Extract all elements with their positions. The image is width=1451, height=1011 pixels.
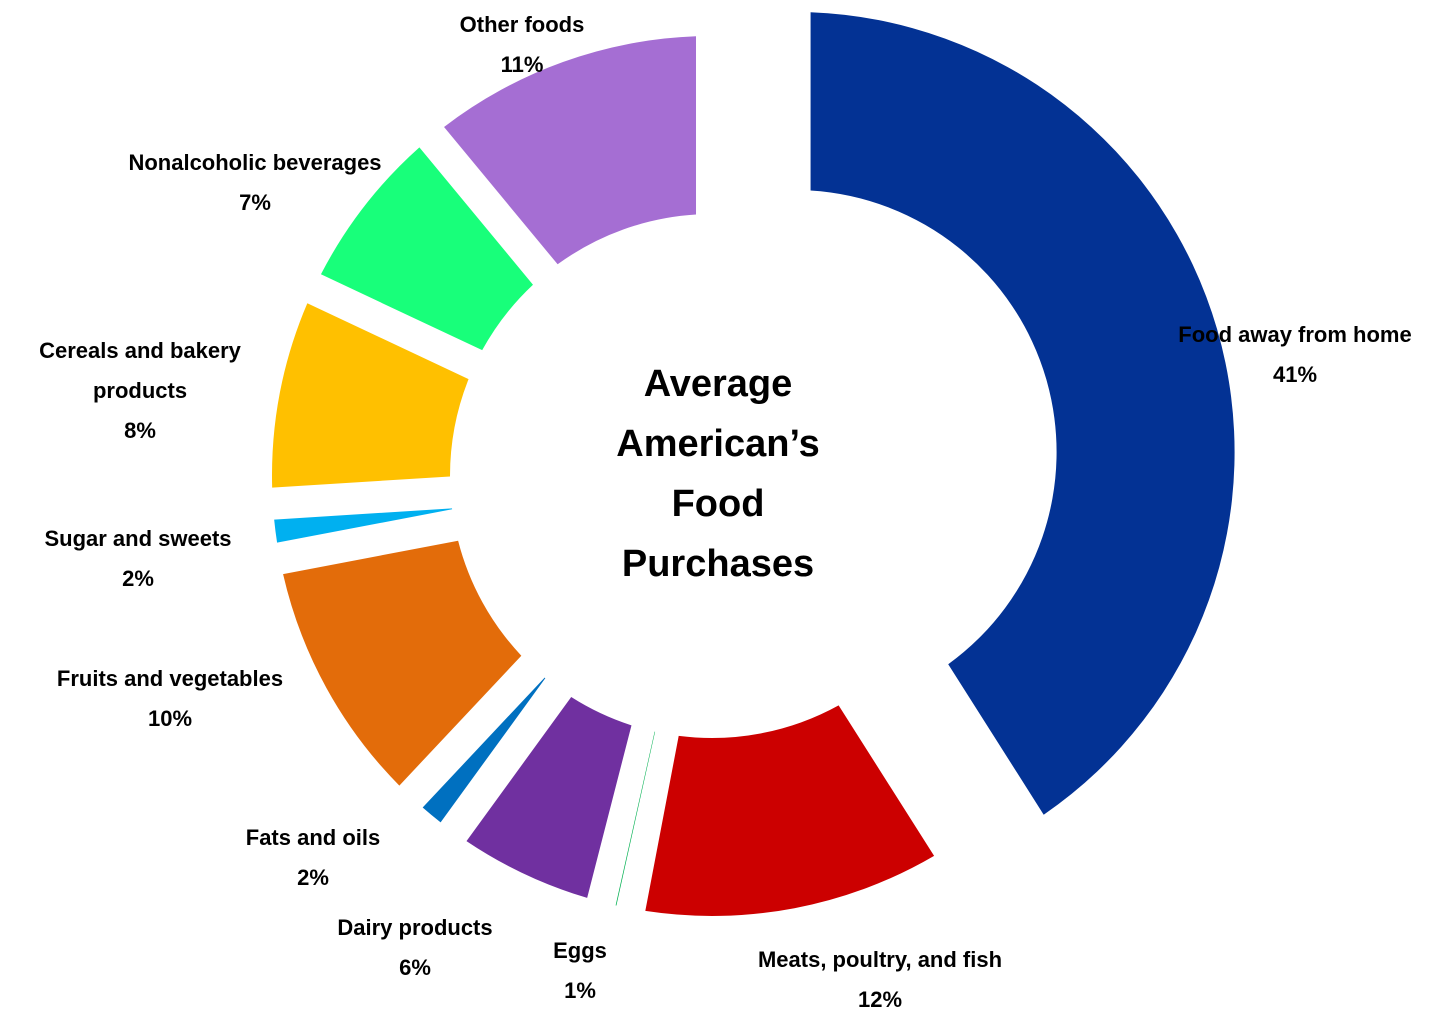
data-label-sugar-and-sweets: Sugar and sweets 2% — [44, 526, 231, 591]
data-label-eggs: Eggs 1% — [553, 938, 607, 1003]
data-label-nonalcoholic-beverages: Nonalcoholic beverages 7% — [128, 150, 381, 215]
slice-fruits-and-vegetables — [283, 540, 522, 786]
slice-fats-and-oils — [422, 677, 546, 823]
slice-dairy-products — [466, 696, 632, 898]
data-label-dairy-products: Dairy products 6% — [337, 915, 492, 980]
data-label-meats-poultry-and-fish: Meats, poultry, and fish 12% — [758, 947, 1002, 1011]
chart-title: Average American’s Food Purchases — [616, 363, 819, 585]
data-label-other-foods: Other foods 11% — [460, 12, 585, 77]
slice-cereals-and-bakery-products — [272, 303, 469, 488]
slice-food-away-from-home — [810, 12, 1235, 815]
chart-slices — [272, 12, 1235, 916]
chart-data-labels: Food away from home 41% Meats, poultry, an… — [39, 12, 1412, 1011]
data-label-fruits-and-vegetables: Fruits and vegetables 10% — [57, 666, 283, 731]
slice-eggs — [615, 731, 656, 906]
slice-meats-poultry-and-fish — [645, 705, 935, 916]
data-label-fats-and-oils: Fats and oils 2% — [246, 825, 380, 890]
data-label-food-away-from-home: Food away from home 41% — [1178, 322, 1411, 387]
slice-sugar-and-sweets — [274, 508, 453, 543]
slice-nonalcoholic-beverages — [320, 147, 533, 351]
data-label-cereals-and-bakery-products: Cereals and bakery products 8% — [39, 338, 242, 443]
slice-other-foods — [444, 36, 697, 265]
